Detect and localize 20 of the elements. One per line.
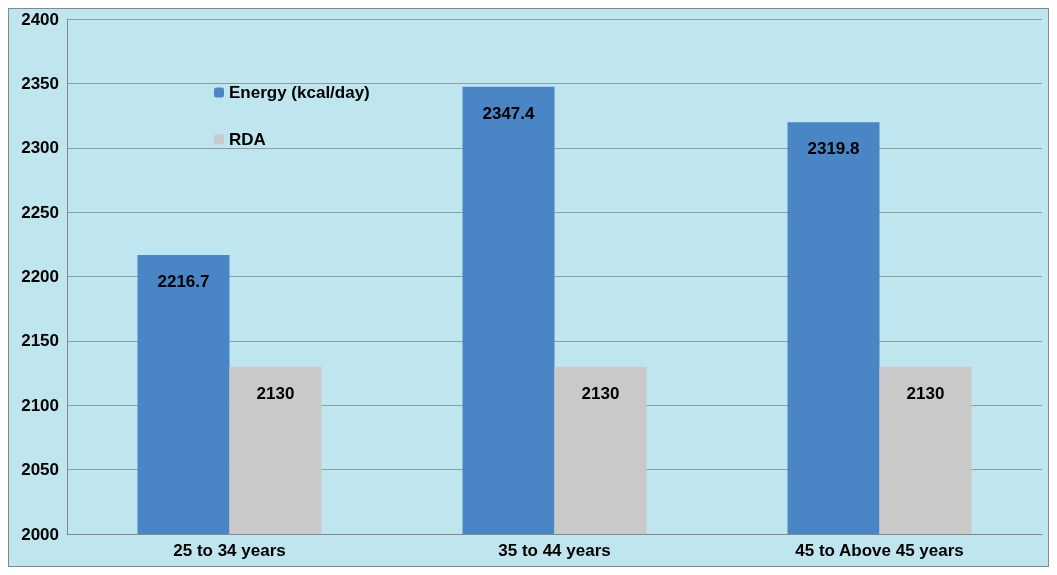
y-tick-label: 2000 bbox=[21, 524, 59, 544]
data-label: 2216.7 bbox=[157, 272, 210, 291]
x-tick-label: 25 to 34 years bbox=[173, 541, 286, 560]
data-label: 2130 bbox=[256, 383, 295, 403]
y-tick-label: 2300 bbox=[21, 138, 59, 158]
y-tick-label: 2400 bbox=[21, 9, 59, 29]
y-tick-label: 2200 bbox=[21, 267, 59, 286]
data-label: 2319.8 bbox=[807, 139, 860, 159]
x-tick-label: 35 to 44 years bbox=[498, 541, 611, 560]
data-label: 2347.4 bbox=[482, 103, 536, 123]
data-label: 2130 bbox=[906, 383, 945, 403]
y-tick-label: 2150 bbox=[21, 331, 59, 351]
y-tick-label: 2100 bbox=[21, 395, 59, 415]
y-tick-label: 2350 bbox=[21, 73, 59, 93]
data-label: 2130 bbox=[581, 383, 620, 403]
legend-label: Energy (kcal/day) bbox=[229, 83, 370, 102]
y-tick-label: 2250 bbox=[21, 202, 59, 222]
legend-label: RDA bbox=[229, 130, 266, 149]
x-tick-label: 45 to Above 45 years bbox=[795, 541, 964, 560]
y-tick-label: 2050 bbox=[21, 460, 59, 480]
